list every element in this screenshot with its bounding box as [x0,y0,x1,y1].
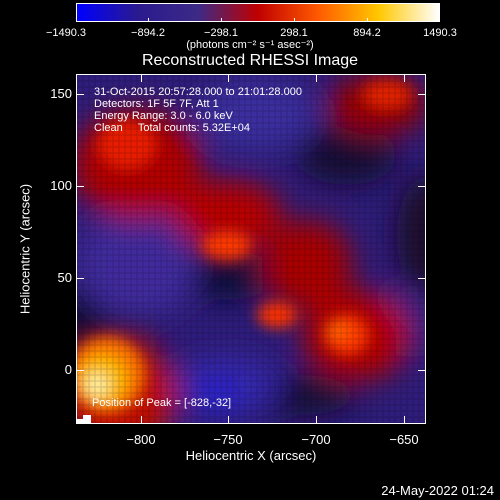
colorbar-units-label: (photons cm⁻² s⁻¹ asec⁻²) [186,39,314,51]
colorbar-tick-label: −1490.3 [45,27,87,39]
colorbar-tick-label: 894.2 [353,27,381,39]
colorbar-tick-label: 298.1 [280,27,308,39]
info-detectors: Detectors: 1F 5F 7F, Att 1 [94,98,219,110]
colorbar-tick [221,18,222,22]
colorbar-tick-label: 1490.3 [423,27,457,39]
x-tick [141,74,142,82]
info-clean-counts: Clean Total counts: 5.32E+04 [94,122,251,134]
y-tick-label: 100 [50,178,72,193]
y-tick-label: 150 [50,86,72,101]
x-tick [228,416,229,424]
y-tick [418,94,426,95]
y-tick [76,370,84,371]
x-tick [316,416,317,424]
x-tick [404,74,405,82]
y-tick [76,94,84,95]
x-tick [316,74,317,82]
image-plot [76,74,426,424]
x-tick-label: −750 [213,432,243,447]
x-tick-label: −800 [126,432,156,447]
solar-flux-map [77,75,425,423]
colorbar-tick-label: −298.1 [204,27,238,39]
colorbar-tick [367,18,368,22]
x-tick [228,74,229,82]
colorbar-tick [294,18,295,22]
y-tick [418,278,426,279]
y-axis-label: Heliocentric Y (arcsec) [17,183,33,315]
colorbar-tick [439,18,440,22]
y-tick-label: 0 [64,362,72,377]
image-title: Reconstructed RHESSI Image [141,52,359,69]
x-tick-label: −700 [301,432,331,447]
colorbar-tick [148,18,149,22]
x-axis-label: Heliocentric X (arcsec) [185,448,317,463]
colorbar-tick [76,18,77,22]
y-tick [418,186,426,187]
y-tick [76,278,84,279]
y-tick [76,186,84,187]
timestamp: 24-May-2022 01:24 [381,483,494,498]
y-tick-label: 50 [57,270,72,285]
colorbar-tick-label: −894.2 [131,27,165,39]
x-tick-label: −650 [389,432,419,447]
x-tick [141,416,142,424]
x-tick [404,416,405,424]
peak-position-label: Position of Peak = [-828,-32] [92,397,232,409]
colorbar [76,3,440,22]
info-time-range: 31-Oct-2015 20:57:28.000 to 21:01:28.000 [94,86,302,98]
y-tick [418,370,426,371]
info-energy-range: Energy Range: 3.0 - 6.0 keV [94,110,233,122]
